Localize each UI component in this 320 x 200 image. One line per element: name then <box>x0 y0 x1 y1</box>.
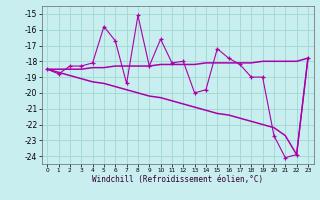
X-axis label: Windchill (Refroidissement éolien,°C): Windchill (Refroidissement éolien,°C) <box>92 175 263 184</box>
